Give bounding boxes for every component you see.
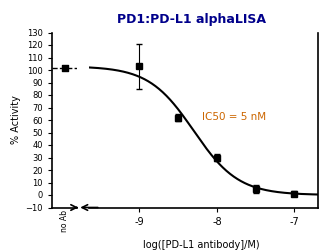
- Text: IC50 = 5 nM: IC50 = 5 nM: [202, 112, 266, 122]
- Point: [62, 66, 67, 70]
- Text: PD1:PD-L1 alphaLISA: PD1:PD-L1 alphaLISA: [117, 12, 266, 26]
- Text: log([PD-L1 antibody]/M): log([PD-L1 antibody]/M): [143, 240, 260, 250]
- Y-axis label: % Activity: % Activity: [11, 96, 22, 144]
